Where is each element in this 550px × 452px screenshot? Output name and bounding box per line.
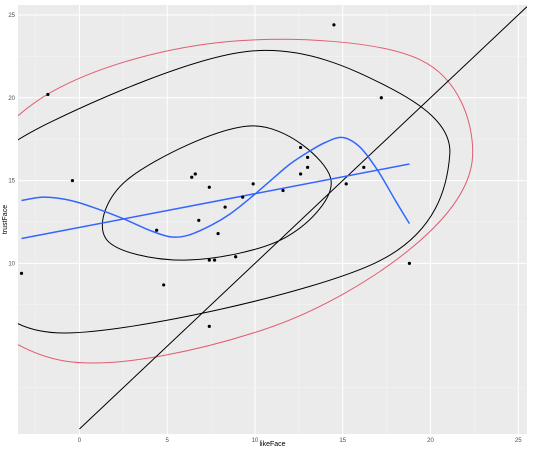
data-point xyxy=(207,185,211,189)
data-point xyxy=(70,178,75,183)
data-point xyxy=(306,155,310,159)
data-point xyxy=(46,92,50,97)
y-tick-label: 25 xyxy=(8,13,15,19)
plot-content xyxy=(18,6,527,430)
y-tick-label: 10 xyxy=(8,261,15,267)
data-point xyxy=(197,218,201,222)
middle-ellipse xyxy=(18,50,451,334)
data-point xyxy=(306,165,310,169)
data-point xyxy=(298,145,303,150)
smooth-curve xyxy=(21,136,411,239)
minor-gridlines xyxy=(18,5,527,434)
x-axis-title: likeFace xyxy=(259,441,285,448)
data-point xyxy=(216,231,220,236)
data-point xyxy=(379,96,383,100)
data-point xyxy=(251,182,255,186)
data-point xyxy=(223,205,227,209)
y-tick-label: 15 xyxy=(8,179,15,185)
regression-line xyxy=(21,163,410,240)
data-point xyxy=(241,195,245,199)
data-point xyxy=(281,188,285,193)
x-tick-label: 10 xyxy=(252,438,259,444)
x-tick-label: 25 xyxy=(515,438,522,444)
x-tick-label: 15 xyxy=(339,438,346,444)
identity-line xyxy=(79,6,527,430)
data-point xyxy=(298,172,303,176)
data-point xyxy=(344,182,348,186)
x-tick-label: 20 xyxy=(427,438,434,444)
data-point xyxy=(362,165,366,169)
data-point xyxy=(155,228,159,232)
data-point xyxy=(332,23,336,27)
data-point xyxy=(207,324,211,328)
y-axis-title: trustFace xyxy=(2,205,9,234)
outer-ellipse xyxy=(18,38,474,364)
data-point xyxy=(407,261,412,265)
major-gridlines xyxy=(18,5,527,434)
tick-labels: 0 5 10 15 20 25 10 15 20 25 xyxy=(8,13,522,444)
data-point xyxy=(212,258,217,262)
plot-panel xyxy=(18,5,527,434)
data-point xyxy=(234,255,238,259)
data-point xyxy=(19,271,24,275)
data-point xyxy=(162,283,166,287)
inner-ellipse xyxy=(101,125,332,261)
y-tick-label: 20 xyxy=(8,96,15,102)
data-point xyxy=(190,175,194,179)
x-tick-label: 5 xyxy=(166,438,170,444)
x-tick-label: 0 xyxy=(78,438,82,444)
data-point xyxy=(207,258,211,262)
data-point xyxy=(193,172,197,176)
